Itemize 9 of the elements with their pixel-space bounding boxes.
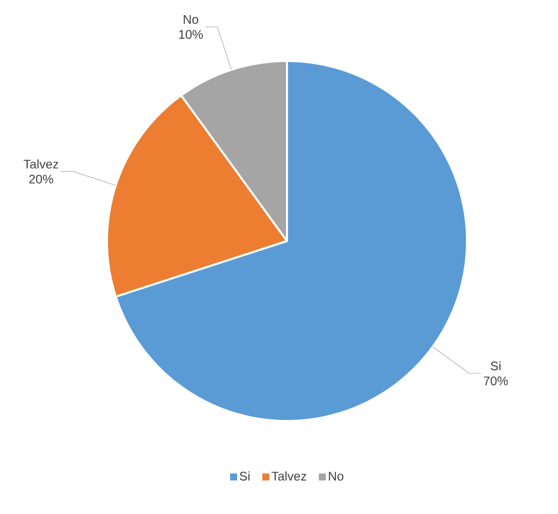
legend-label: No	[328, 472, 344, 481]
data-label: 20%	[29, 174, 54, 184]
slice-label: Talvez	[24, 159, 58, 169]
data-label: 70%	[484, 376, 508, 386]
legend-label: Si	[240, 471, 250, 481]
slice-label: No	[184, 15, 198, 24]
slice-label: Si	[490, 361, 500, 370]
legend-label: Talvez	[272, 471, 306, 481]
data-label: 10%	[179, 30, 203, 39]
